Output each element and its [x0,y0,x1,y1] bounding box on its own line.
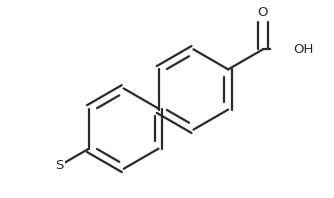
Text: O: O [258,6,268,19]
Text: OH: OH [294,43,314,56]
Text: S: S [55,159,64,172]
